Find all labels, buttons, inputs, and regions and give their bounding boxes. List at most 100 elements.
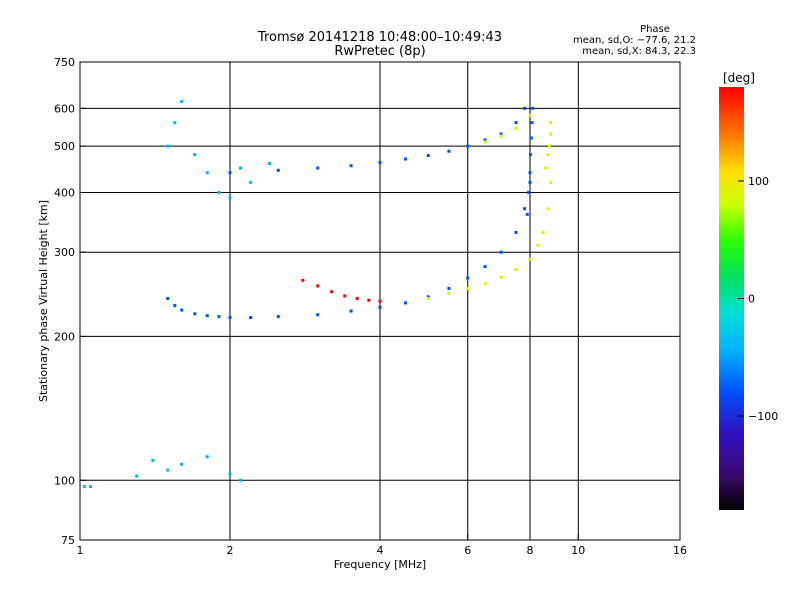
data-point [483, 282, 487, 286]
data-point [541, 230, 545, 234]
data-point [166, 468, 170, 472]
data-point [546, 207, 550, 211]
y-tick-label: 600 [54, 102, 75, 115]
colorbar-ticks: 100 0 −100 [738, 175, 778, 423]
data-point [217, 190, 221, 194]
data-point [527, 190, 531, 194]
data-points [82, 100, 553, 489]
data-point [367, 298, 371, 302]
data-point [349, 309, 353, 313]
x-axis-ticks: 1 2 4 6 8 10 16 [77, 534, 687, 557]
data-point [228, 171, 232, 175]
colorbar-tick-label: 100 [748, 175, 769, 188]
data-point [82, 485, 86, 489]
x-axis-label: Frequency [MHz] [334, 558, 426, 571]
data-point [180, 462, 184, 466]
data-point [239, 478, 243, 482]
data-point [316, 166, 320, 170]
data-point [483, 138, 487, 142]
data-point [549, 180, 553, 184]
data-point [525, 212, 529, 216]
data-point [549, 132, 553, 136]
data-point [173, 304, 177, 308]
data-point [403, 301, 407, 305]
stats-o-mode: mean, sd,O: −77.6, 21.2 [573, 35, 696, 46]
data-point [267, 161, 271, 165]
data-point [403, 157, 407, 161]
data-point [378, 299, 382, 303]
data-point [217, 315, 221, 319]
data-point [466, 276, 470, 280]
data-point [499, 250, 503, 254]
y-tick-label: 75 [61, 534, 75, 547]
data-point [514, 126, 518, 130]
data-point [193, 153, 197, 157]
data-point [180, 100, 184, 104]
data-point [528, 113, 532, 117]
data-point [205, 314, 209, 318]
data-point [228, 316, 232, 320]
colorbar-label: [deg] [723, 71, 755, 85]
data-point [166, 297, 170, 301]
stats-header: Phase [640, 24, 670, 35]
data-point [499, 132, 503, 136]
data-point [514, 268, 518, 272]
data-point [483, 140, 487, 144]
data-point [316, 313, 320, 317]
data-point [193, 312, 197, 316]
data-point [483, 265, 487, 269]
data-point [249, 316, 253, 320]
data-point [426, 297, 430, 301]
data-point [173, 121, 177, 125]
chart-title: Tromsø 20141218 10:48:00–10:49:43 [257, 30, 502, 45]
y-tick-label: 200 [54, 330, 75, 343]
data-point [514, 121, 518, 125]
data-point [276, 168, 280, 172]
y-tick-label: 500 [54, 140, 75, 153]
data-point [523, 106, 527, 110]
y-axis-label: Stationary phase Virtual Height [km] [37, 200, 50, 402]
y-tick-label: 300 [54, 246, 75, 259]
data-point [205, 171, 209, 175]
data-point [530, 121, 534, 125]
x-tick-label: 16 [673, 544, 687, 557]
data-point [249, 180, 253, 184]
data-point [528, 257, 532, 261]
data-point [466, 144, 470, 148]
data-point [466, 286, 470, 290]
data-point [166, 144, 170, 148]
data-point [531, 106, 535, 110]
data-point [301, 278, 305, 282]
data-point [276, 315, 280, 319]
data-point [378, 305, 382, 309]
data-point [330, 290, 334, 294]
data-point [514, 230, 518, 234]
data-point [228, 472, 232, 476]
data-point [447, 149, 451, 153]
data-point [316, 284, 320, 288]
data-point [547, 144, 551, 148]
y-tick-label: 750 [54, 56, 75, 69]
data-point [536, 243, 540, 247]
data-point [529, 136, 533, 140]
data-point [529, 153, 533, 157]
data-point [151, 458, 155, 462]
y-tick-label: 100 [54, 474, 75, 487]
data-point [349, 164, 353, 168]
data-point [135, 474, 139, 478]
data-point [355, 297, 359, 301]
y-axis-ticks: 75 100 200 300 400 500 600 750 [54, 56, 86, 547]
data-point [228, 196, 232, 200]
data-point [544, 166, 548, 170]
grid-lines [80, 62, 680, 540]
data-point [378, 161, 382, 165]
data-point [549, 121, 553, 125]
data-point [447, 291, 451, 295]
colorbar-tick-label: −100 [748, 410, 778, 423]
data-point [205, 455, 209, 459]
y-tick-label: 400 [54, 186, 75, 199]
data-point [426, 295, 430, 299]
data-point [89, 485, 93, 489]
stats-x-mode: mean, sd,X: 84.3, 22.3 [582, 46, 696, 57]
